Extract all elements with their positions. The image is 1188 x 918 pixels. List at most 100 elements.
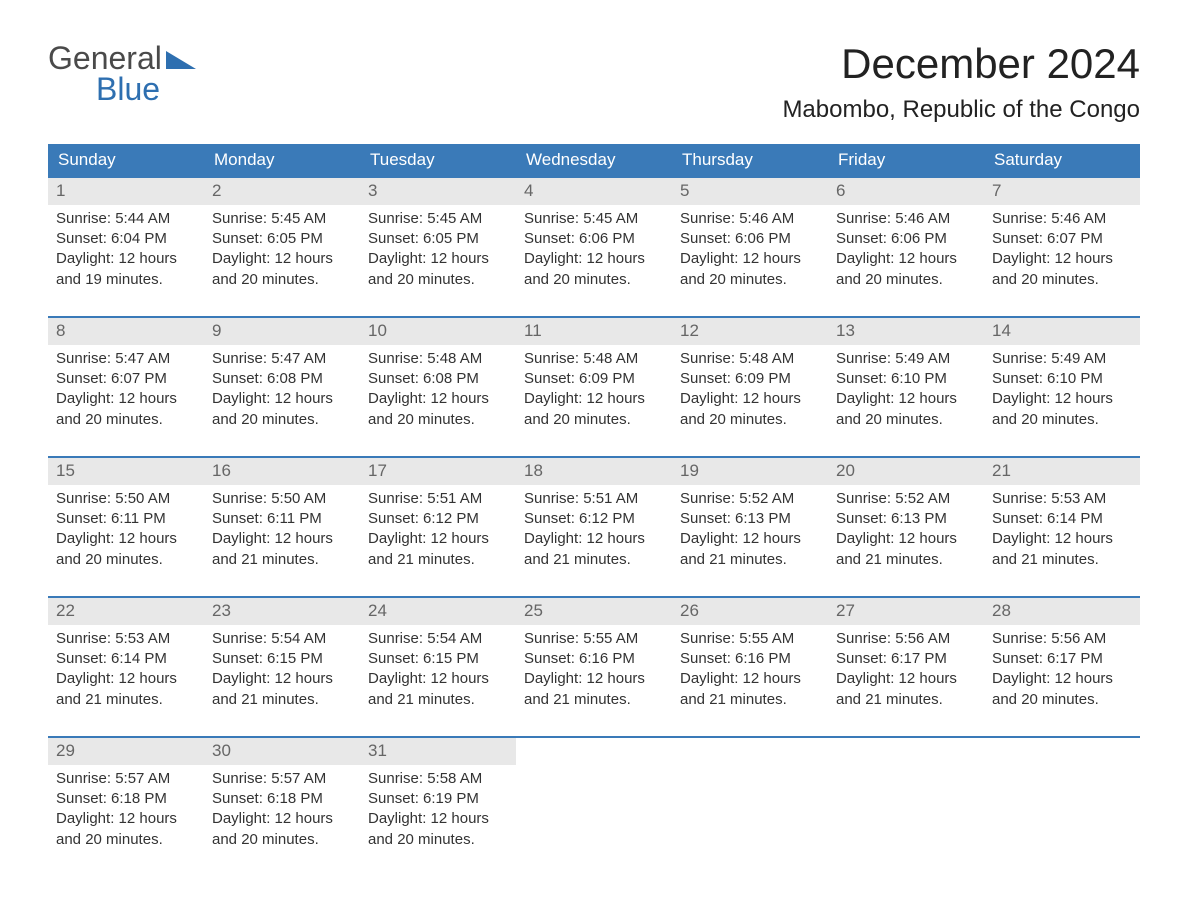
- day-line-d2: and 20 minutes.: [992, 410, 1132, 430]
- day-number: 3: [360, 178, 516, 205]
- day-cell: 14Sunrise: 5:49 AMSunset: 6:10 PMDayligh…: [984, 318, 1140, 438]
- day-cell: 24Sunrise: 5:54 AMSunset: 6:15 PMDayligh…: [360, 598, 516, 718]
- day-number: 27: [828, 598, 984, 625]
- day-cell: 17Sunrise: 5:51 AMSunset: 6:12 PMDayligh…: [360, 458, 516, 578]
- day-content: Sunrise: 5:55 AMSunset: 6:16 PMDaylight:…: [516, 625, 672, 710]
- day-number: 6: [828, 178, 984, 205]
- day-line-d2: and 21 minutes.: [212, 550, 352, 570]
- day-content: Sunrise: 5:49 AMSunset: 6:10 PMDaylight:…: [984, 345, 1140, 430]
- day-line-d1: Daylight: 12 hours: [56, 669, 196, 689]
- day-line-sunset: Sunset: 6:05 PM: [368, 229, 508, 249]
- day-content: Sunrise: 5:51 AMSunset: 6:12 PMDaylight:…: [360, 485, 516, 570]
- day-line-sunrise: Sunrise: 5:46 AM: [836, 209, 976, 229]
- day-line-d2: and 21 minutes.: [836, 690, 976, 710]
- day-header: Wednesday: [516, 144, 672, 176]
- day-line-d2: and 20 minutes.: [992, 270, 1132, 290]
- day-line-sunrise: Sunrise: 5:45 AM: [524, 209, 664, 229]
- day-cell: 18Sunrise: 5:51 AMSunset: 6:12 PMDayligh…: [516, 458, 672, 578]
- day-line-d1: Daylight: 12 hours: [212, 809, 352, 829]
- day-line-sunrise: Sunrise: 5:53 AM: [992, 489, 1132, 509]
- page-header: General Blue December 2024 Mabombo, Repu…: [48, 40, 1140, 124]
- day-line-d2: and 21 minutes.: [680, 550, 820, 570]
- day-line-d2: and 20 minutes.: [680, 270, 820, 290]
- day-header: Friday: [828, 144, 984, 176]
- day-line-d1: Daylight: 12 hours: [368, 809, 508, 829]
- day-number: 22: [48, 598, 204, 625]
- day-content: Sunrise: 5:51 AMSunset: 6:12 PMDaylight:…: [516, 485, 672, 570]
- day-number: 26: [672, 598, 828, 625]
- day-line-d1: Daylight: 12 hours: [56, 809, 196, 829]
- day-number-empty: [828, 738, 984, 765]
- day-content: Sunrise: 5:53 AMSunset: 6:14 PMDaylight:…: [48, 625, 204, 710]
- day-cell: 3Sunrise: 5:45 AMSunset: 6:05 PMDaylight…: [360, 178, 516, 298]
- day-line-d2: and 21 minutes.: [680, 690, 820, 710]
- day-line-d1: Daylight: 12 hours: [524, 249, 664, 269]
- day-line-d2: and 20 minutes.: [56, 830, 196, 850]
- day-line-sunset: Sunset: 6:16 PM: [524, 649, 664, 669]
- day-line-d1: Daylight: 12 hours: [992, 669, 1132, 689]
- day-line-d1: Daylight: 12 hours: [836, 389, 976, 409]
- day-line-sunrise: Sunrise: 5:45 AM: [212, 209, 352, 229]
- day-line-d2: and 20 minutes.: [992, 690, 1132, 710]
- day-line-d1: Daylight: 12 hours: [680, 249, 820, 269]
- day-line-sunrise: Sunrise: 5:50 AM: [56, 489, 196, 509]
- day-line-d1: Daylight: 12 hours: [680, 529, 820, 549]
- day-line-sunrise: Sunrise: 5:50 AM: [212, 489, 352, 509]
- day-cell: 7Sunrise: 5:46 AMSunset: 6:07 PMDaylight…: [984, 178, 1140, 298]
- day-line-d2: and 20 minutes.: [56, 550, 196, 570]
- day-line-sunrise: Sunrise: 5:48 AM: [524, 349, 664, 369]
- day-cell: 2Sunrise: 5:45 AMSunset: 6:05 PMDaylight…: [204, 178, 360, 298]
- day-content: Sunrise: 5:54 AMSunset: 6:15 PMDaylight:…: [360, 625, 516, 710]
- day-line-sunset: Sunset: 6:16 PM: [680, 649, 820, 669]
- day-line-d2: and 20 minutes.: [368, 270, 508, 290]
- day-line-d2: and 21 minutes.: [992, 550, 1132, 570]
- day-line-d1: Daylight: 12 hours: [368, 389, 508, 409]
- day-cell: 23Sunrise: 5:54 AMSunset: 6:15 PMDayligh…: [204, 598, 360, 718]
- day-content: Sunrise: 5:50 AMSunset: 6:11 PMDaylight:…: [204, 485, 360, 570]
- day-line-sunset: Sunset: 6:06 PM: [836, 229, 976, 249]
- day-line-sunset: Sunset: 6:08 PM: [368, 369, 508, 389]
- day-header: Monday: [204, 144, 360, 176]
- day-line-d1: Daylight: 12 hours: [368, 669, 508, 689]
- day-line-sunset: Sunset: 6:09 PM: [680, 369, 820, 389]
- day-line-d2: and 21 minutes.: [524, 690, 664, 710]
- day-line-d2: and 21 minutes.: [368, 690, 508, 710]
- day-line-d2: and 20 minutes.: [836, 410, 976, 430]
- day-line-d1: Daylight: 12 hours: [56, 249, 196, 269]
- day-content: Sunrise: 5:45 AMSunset: 6:06 PMDaylight:…: [516, 205, 672, 290]
- day-content: Sunrise: 5:54 AMSunset: 6:15 PMDaylight:…: [204, 625, 360, 710]
- day-line-sunset: Sunset: 6:17 PM: [836, 649, 976, 669]
- day-line-sunset: Sunset: 6:14 PM: [56, 649, 196, 669]
- day-number: 23: [204, 598, 360, 625]
- day-line-sunset: Sunset: 6:18 PM: [56, 789, 196, 809]
- day-line-d1: Daylight: 12 hours: [836, 249, 976, 269]
- day-content: Sunrise: 5:57 AMSunset: 6:18 PMDaylight:…: [204, 765, 360, 850]
- day-number: 15: [48, 458, 204, 485]
- day-cell: 22Sunrise: 5:53 AMSunset: 6:14 PMDayligh…: [48, 598, 204, 718]
- day-line-d2: and 20 minutes.: [212, 410, 352, 430]
- day-number: 13: [828, 318, 984, 345]
- day-line-sunset: Sunset: 6:07 PM: [56, 369, 196, 389]
- day-header: Thursday: [672, 144, 828, 176]
- day-content: Sunrise: 5:57 AMSunset: 6:18 PMDaylight:…: [48, 765, 204, 850]
- day-line-sunrise: Sunrise: 5:55 AM: [680, 629, 820, 649]
- day-content: Sunrise: 5:56 AMSunset: 6:17 PMDaylight:…: [828, 625, 984, 710]
- day-line-sunrise: Sunrise: 5:56 AM: [836, 629, 976, 649]
- day-line-sunset: Sunset: 6:13 PM: [680, 509, 820, 529]
- day-content: Sunrise: 5:48 AMSunset: 6:09 PMDaylight:…: [516, 345, 672, 430]
- day-cell: 19Sunrise: 5:52 AMSunset: 6:13 PMDayligh…: [672, 458, 828, 578]
- day-line-sunset: Sunset: 6:10 PM: [836, 369, 976, 389]
- day-line-sunset: Sunset: 6:19 PM: [368, 789, 508, 809]
- day-number: 1: [48, 178, 204, 205]
- day-cell: 4Sunrise: 5:45 AMSunset: 6:06 PMDaylight…: [516, 178, 672, 298]
- logo-triangle-icon: [166, 47, 196, 74]
- calendar: SundayMondayTuesdayWednesdayThursdayFrid…: [48, 144, 1140, 858]
- day-number: 10: [360, 318, 516, 345]
- day-number: 11: [516, 318, 672, 345]
- day-number: 14: [984, 318, 1140, 345]
- day-number: 25: [516, 598, 672, 625]
- day-line-d2: and 21 minutes.: [524, 550, 664, 570]
- day-content: Sunrise: 5:45 AMSunset: 6:05 PMDaylight:…: [360, 205, 516, 290]
- day-line-sunset: Sunset: 6:14 PM: [992, 509, 1132, 529]
- week-row: 1Sunrise: 5:44 AMSunset: 6:04 PMDaylight…: [48, 176, 1140, 298]
